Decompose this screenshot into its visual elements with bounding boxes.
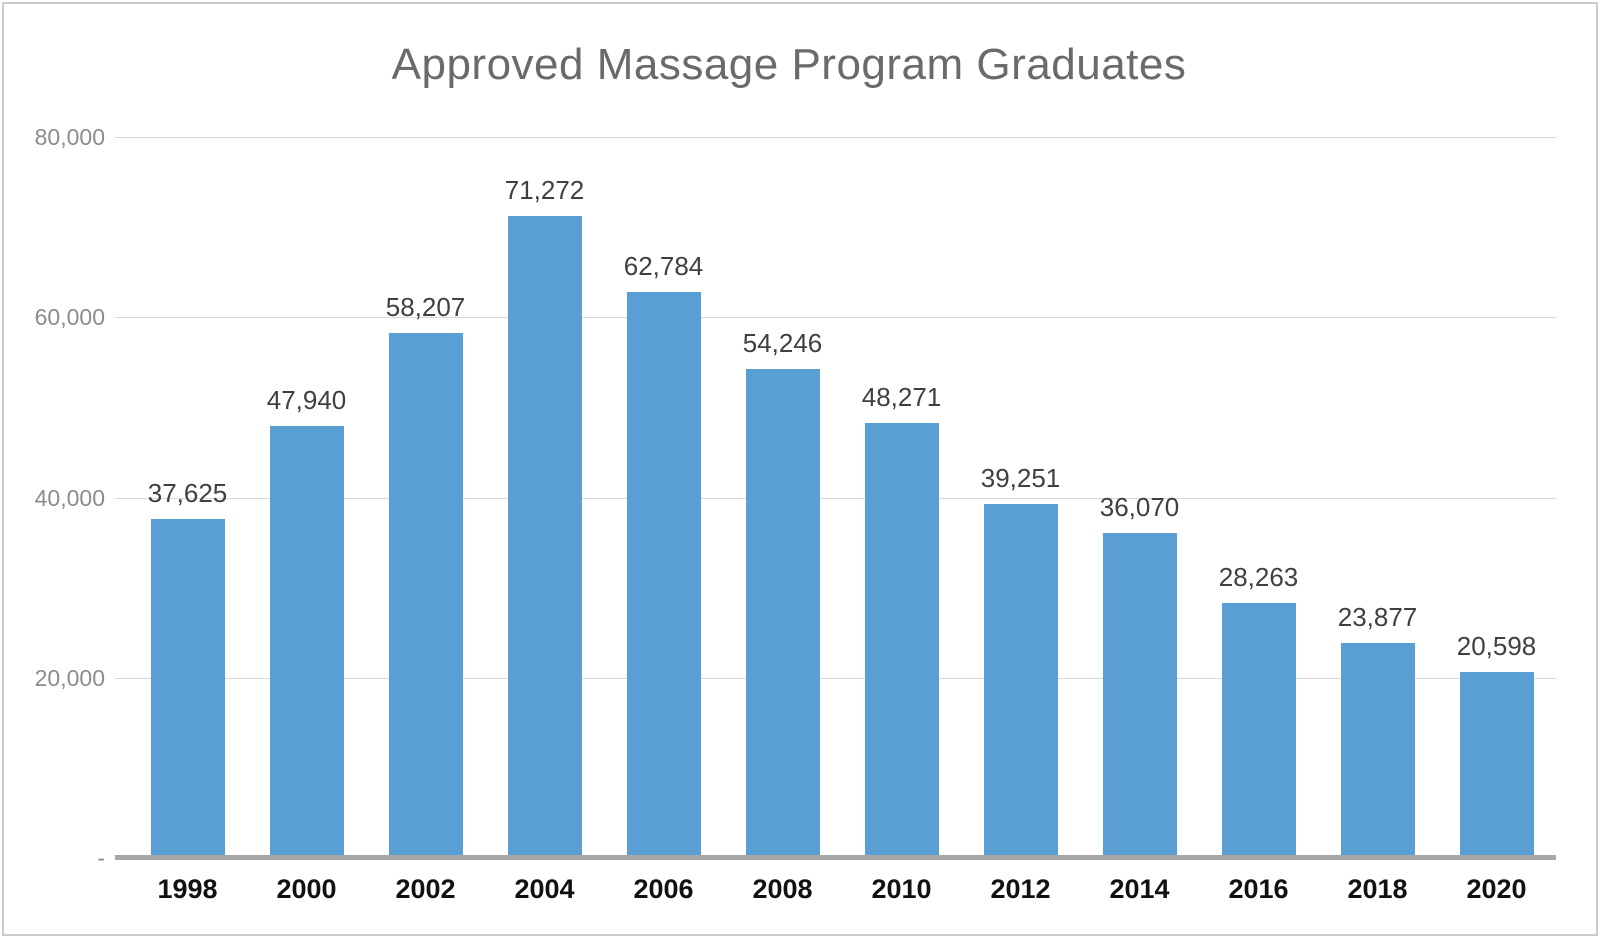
x-axis-line xyxy=(115,855,1556,860)
x-axis-tick-label-2012: 2012 xyxy=(990,874,1051,904)
bar-2020 xyxy=(1459,672,1534,858)
bar-value-label-1998: 37,625 xyxy=(147,477,228,508)
bar-2008 xyxy=(745,369,820,858)
bar-slot-2018: 23,877 2018 xyxy=(1318,137,1437,904)
bar-2002 xyxy=(388,333,463,858)
bar-value-label-2004: 71,272 xyxy=(504,174,585,205)
x-axis-tick-label-2010: 2010 xyxy=(871,874,932,904)
gridline-60000 xyxy=(115,317,1556,319)
bar-value-label-2014: 36,070 xyxy=(1099,491,1180,522)
bar-value-label-2012: 39,251 xyxy=(980,463,1061,494)
bar-2016 xyxy=(1221,603,1296,858)
x-axis-tick-label-2002: 2002 xyxy=(395,874,456,904)
y-axis-tick-label: - xyxy=(97,845,105,871)
gridline-20000 xyxy=(115,677,1556,679)
x-axis-tick-label-2000: 2000 xyxy=(276,874,337,904)
x-axis-tick-label-2004: 2004 xyxy=(514,874,575,904)
x-axis-tick-label-2020: 2020 xyxy=(1466,874,1527,904)
bar-value-label-2006: 62,784 xyxy=(623,251,704,282)
bar-2006 xyxy=(626,292,701,858)
bar-value-label-2016: 28,263 xyxy=(1218,562,1299,593)
bar-slot-2002: 58,207 2002 xyxy=(366,137,485,904)
chart-title: Approved Massage Program Graduates xyxy=(391,40,1187,89)
bar-2004 xyxy=(507,215,582,858)
y-axis-tick-label: 80,000 xyxy=(34,124,105,150)
bar-slot-2016: 28,263 2016 xyxy=(1199,137,1318,904)
x-axis-tick-label-2008: 2008 xyxy=(752,874,813,904)
bar-slot-2010: 48,271 2010 xyxy=(842,137,961,904)
x-axis-tick-label-2016: 2016 xyxy=(1228,874,1289,904)
bar-slot-2008: 54,246 2008 xyxy=(723,137,842,904)
bar-value-label-2018: 23,877 xyxy=(1337,601,1418,632)
bar-slot-2000: 47,940 2000 xyxy=(247,137,366,904)
y-axis-tick-label: 40,000 xyxy=(34,484,105,511)
bar-slot-2012: 39,251 2012 xyxy=(961,137,1080,904)
y-axis-tick-label: 20,000 xyxy=(34,664,105,691)
bar-slot-2004: 71,272 2004 xyxy=(485,137,604,904)
bar-1998 xyxy=(150,518,225,858)
bars-group: 37,625 1998 47,940 2000 58,207 2002 71,272 2004… xyxy=(128,137,1556,904)
bar-2010 xyxy=(864,422,939,858)
bar-2018 xyxy=(1340,642,1415,858)
plot-area: 80,000 60,000 40,000 20,000 - 37,625 1998 47,94… xyxy=(35,124,1556,904)
bar-slot-2020: 20,598 2020 xyxy=(1437,137,1556,904)
gridline-80000 xyxy=(115,137,1556,138)
bar-2000 xyxy=(269,425,344,858)
bar-value-label-2008: 54,246 xyxy=(742,328,823,359)
x-axis-tick-label-2006: 2006 xyxy=(633,874,694,904)
bar-value-label-2020: 20,598 xyxy=(1456,631,1537,662)
bar-slot-2014: 36,070 2014 xyxy=(1080,137,1199,904)
bar-2014 xyxy=(1102,532,1177,858)
x-axis-tick-label-2014: 2014 xyxy=(1109,874,1170,904)
bar-value-label-2010: 48,271 xyxy=(861,381,942,412)
bar-2012 xyxy=(983,504,1058,858)
x-axis-tick-label-1998: 1998 xyxy=(157,874,218,904)
x-axis-tick-label-2018: 2018 xyxy=(1347,874,1408,904)
gridline-40000 xyxy=(115,497,1556,499)
y-axis-tick-label: 60,000 xyxy=(34,304,105,331)
bar-slot-2006: 62,784 2006 xyxy=(604,137,723,904)
bar-slot-1998: 37,625 1998 xyxy=(128,137,247,904)
bar-value-label-2000: 47,940 xyxy=(266,384,347,415)
bar-value-label-2002: 58,207 xyxy=(385,292,466,323)
